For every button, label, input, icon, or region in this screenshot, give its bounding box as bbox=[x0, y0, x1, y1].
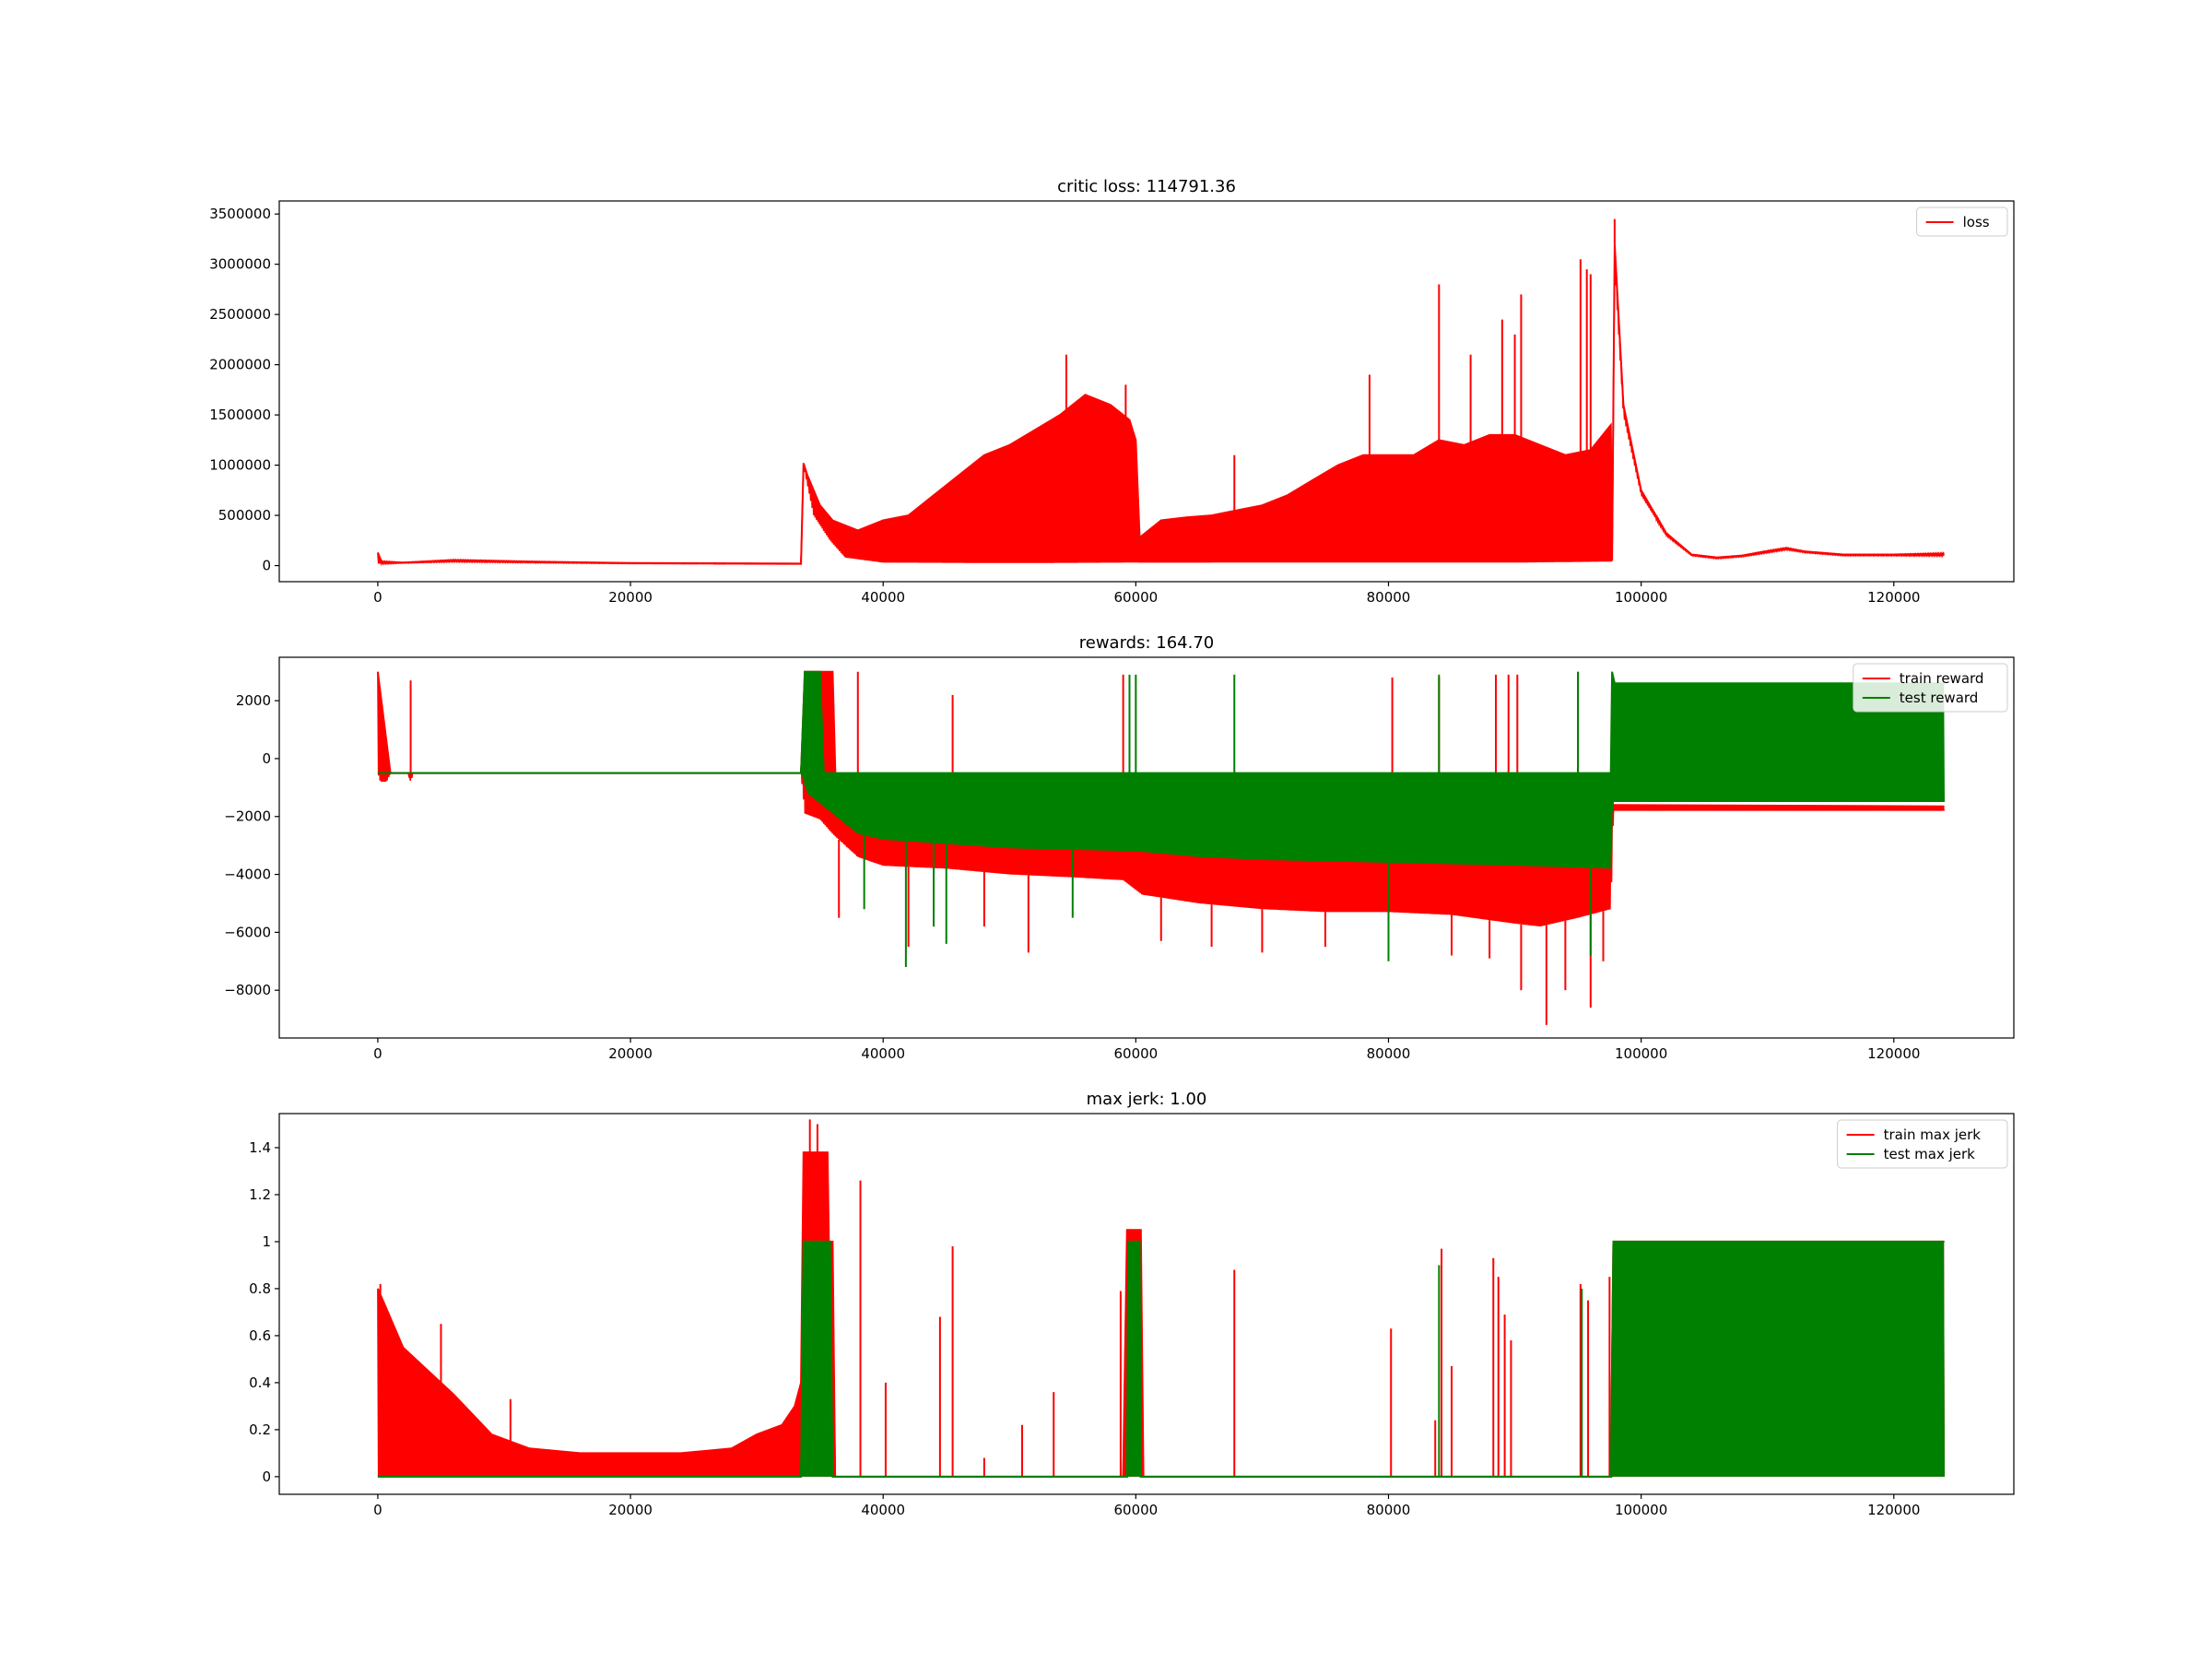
rewards-x-tick-label: 60000 bbox=[1113, 1045, 1158, 1062]
critic-loss-y-tick-label: 2500000 bbox=[209, 306, 271, 323]
critic-loss-y-tick-label: 3500000 bbox=[209, 206, 271, 222]
max-jerk-legend: train max jerk test max jerk bbox=[1837, 1119, 2008, 1169]
critic-loss-x-tick-label: 60000 bbox=[1113, 589, 1158, 606]
max-jerk-series-train-max-jerk bbox=[376, 1119, 1945, 1478]
max-jerk-plot-area bbox=[376, 1119, 1945, 1478]
critic-loss-series-envelope bbox=[376, 243, 1945, 565]
max-jerk-panel: max jerk: 1.00 0 20000 40000 60000 80000 10000… bbox=[249, 1090, 2015, 1518]
rewards-x-tick-label: 100000 bbox=[1615, 1045, 1667, 1062]
max-jerk-series-test-max-jerk bbox=[377, 1240, 1945, 1478]
rewards-series-envelope bbox=[377, 670, 1945, 774]
max-jerk-x-tick-label: 60000 bbox=[1113, 1502, 1158, 1518]
critic-loss-y-tick-label: 1500000 bbox=[209, 407, 271, 423]
critic-loss-x-tick-label: 40000 bbox=[861, 589, 905, 606]
critic-loss-series-loss bbox=[376, 218, 1945, 567]
critic-loss-axes-frame bbox=[278, 200, 2015, 583]
critic-loss-x-tick-label: 20000 bbox=[608, 589, 653, 606]
max-jerk-x-tick-label: 120000 bbox=[1867, 1502, 1920, 1518]
rewards-x-tick-label: 0 bbox=[373, 1045, 382, 1062]
rewards-y-tick-label: −2000 bbox=[224, 808, 271, 825]
critic-loss-series-line bbox=[377, 253, 1945, 567]
max-jerk-y-tick-label: 0.4 bbox=[249, 1374, 271, 1391]
rewards-x-tick-label: 40000 bbox=[861, 1045, 905, 1062]
rewards-y-tick-label: −4000 bbox=[224, 867, 271, 883]
rewards-plot-area bbox=[376, 670, 1945, 1025]
rewards-axes-frame bbox=[278, 656, 2015, 1039]
critic-loss-x-tick-label: 0 bbox=[373, 589, 382, 606]
rewards-legend-box bbox=[1853, 663, 2008, 713]
critic-loss-legend-label: loss bbox=[1963, 214, 1990, 230]
max-jerk-y-tick-label: 0.2 bbox=[249, 1421, 271, 1438]
critic-loss-x-tick-label: 120000 bbox=[1867, 589, 1920, 606]
rewards-series-line bbox=[377, 671, 1945, 869]
critic-loss-y-tick-label: 3000000 bbox=[209, 256, 271, 273]
max-jerk-x-tick-label: 80000 bbox=[1367, 1502, 1411, 1518]
rewards-legend: train reward test reward bbox=[1853, 663, 2008, 713]
critic-loss-y-tick-label: 1000000 bbox=[209, 457, 271, 474]
rewards-y-tick-label: −8000 bbox=[224, 982, 271, 998]
rewards-series-test-reward bbox=[377, 670, 1945, 968]
critic-loss-panel: critic loss: 114791.36 0 20000 40000 60000 80… bbox=[209, 177, 2015, 606]
max-jerk-y-tick-label: 1.4 bbox=[249, 1139, 271, 1156]
max-jerk-legend-label: test max jerk bbox=[1884, 1146, 1976, 1162]
rewards-y-tick-label: 2000 bbox=[236, 692, 271, 709]
max-jerk-legend-box bbox=[1837, 1119, 2008, 1169]
critic-loss-y-tick-label: 2000000 bbox=[209, 357, 271, 373]
rewards-legend-label: train reward bbox=[1900, 670, 1984, 687]
max-jerk-x-tick-label: 100000 bbox=[1615, 1502, 1667, 1518]
max-jerk-x-tick-label: 0 bbox=[373, 1502, 382, 1518]
rewards-y-tick-label: 0 bbox=[262, 750, 271, 767]
critic-loss-title: critic loss: 114791.36 bbox=[1057, 177, 1236, 196]
critic-loss-legend-box bbox=[1916, 206, 2008, 237]
max-jerk-legend-label: train max jerk bbox=[1884, 1126, 1982, 1143]
rewards-legend-label: test reward bbox=[1900, 690, 1979, 706]
critic-loss-x-tick-label: 100000 bbox=[1615, 589, 1667, 606]
rewards-y-tick-label: −6000 bbox=[224, 924, 271, 940]
rewards-x-tick-label: 20000 bbox=[608, 1045, 653, 1062]
max-jerk-y-tick-label: 0 bbox=[262, 1468, 271, 1485]
critic-loss-plot-area bbox=[376, 218, 1945, 567]
max-jerk-series-envelope bbox=[376, 1151, 1945, 1478]
rewards-title: rewards: 164.70 bbox=[1079, 633, 1215, 653]
rewards-x-tick-label: 80000 bbox=[1367, 1045, 1411, 1062]
critic-loss-x-tick-label: 80000 bbox=[1367, 589, 1411, 606]
rewards-x-tick-label: 120000 bbox=[1867, 1045, 1920, 1062]
max-jerk-axes-frame bbox=[278, 1113, 2015, 1495]
critic-loss-y-tick-label: 0 bbox=[262, 558, 271, 574]
rewards-panel: rewards: 164.700 20000 40000 60000 80000 1000… bbox=[224, 633, 2015, 1062]
max-jerk-y-tick-label: 0.6 bbox=[249, 1327, 271, 1344]
critic-loss-y-tick-label: 500000 bbox=[218, 507, 271, 524]
critic-loss-legend: loss bbox=[1916, 206, 2008, 237]
max-jerk-x-tick-label: 20000 bbox=[608, 1502, 653, 1518]
max-jerk-y-tick-label: 1.2 bbox=[249, 1186, 271, 1203]
max-jerk-y-tick-label: 0.8 bbox=[249, 1280, 271, 1297]
max-jerk-y-tick-label: 1 bbox=[262, 1233, 271, 1250]
max-jerk-x-tick-label: 40000 bbox=[861, 1502, 905, 1518]
max-jerk-series-envelope bbox=[377, 1240, 1945, 1478]
max-jerk-title: max jerk: 1.00 bbox=[1087, 1090, 1207, 1109]
max-jerk-series-line bbox=[377, 1241, 1945, 1478]
